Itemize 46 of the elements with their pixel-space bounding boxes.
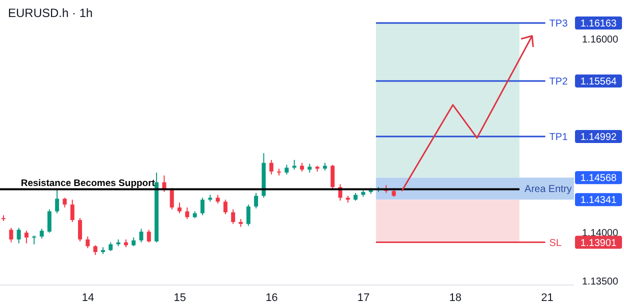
text: 1.16163 <box>580 18 618 30</box>
candlestick <box>246 204 250 226</box>
candlestick <box>178 202 182 214</box>
candlestick <box>86 236 90 249</box>
candlestick <box>70 199 74 222</box>
candlestick <box>330 164 335 190</box>
candlestick <box>146 229 151 243</box>
x-tick-label: 21 <box>541 292 554 304</box>
candlestick <box>93 244 98 256</box>
ref-line-label: TP1 <box>549 132 568 143</box>
ref-line-label: Resistance Becomes Support <box>20 178 156 190</box>
x-tick-label: 18 <box>449 292 462 304</box>
text: 1.13901 <box>580 238 618 249</box>
text: 1.14568 <box>580 173 618 184</box>
candlestick <box>254 192 258 209</box>
candlestick <box>24 230 28 244</box>
candlestick <box>16 227 21 244</box>
band-label: Area Entry <box>524 184 572 196</box>
x-tick-label: 15 <box>174 292 186 304</box>
candlestick <box>9 227 14 243</box>
text: 1.14341 <box>580 195 618 206</box>
candlestick <box>231 208 236 224</box>
candlestick <box>78 218 82 242</box>
ref-line-label: SL <box>549 238 562 249</box>
candlestick <box>40 228 44 239</box>
ref-line-label: TP2 <box>549 76 568 88</box>
candlestick <box>47 208 52 234</box>
text: EURUSD.h · 1h <box>8 6 93 20</box>
x-tick-label: 14 <box>82 292 94 304</box>
text: 1.14992 <box>580 132 618 143</box>
y-tick-label: 1.13500 <box>582 276 619 288</box>
candlestick <box>32 235 36 245</box>
y-tick-label: 1.14000 <box>582 228 619 240</box>
candlestick <box>139 228 144 243</box>
candlestick <box>55 190 60 214</box>
candlestick <box>185 206 190 220</box>
candlestick <box>223 199 228 215</box>
candlestick <box>269 159 274 175</box>
x-tick-label: 16 <box>266 292 278 304</box>
candlestick <box>284 164 289 175</box>
candlestick <box>200 197 204 216</box>
ref-line-label: TP3 <box>549 18 568 30</box>
text: 1.15564 <box>580 76 618 88</box>
y-tick-label: 1.16000 <box>582 34 619 46</box>
candlestick <box>62 197 67 208</box>
x-tick-label: 17 <box>357 292 370 304</box>
